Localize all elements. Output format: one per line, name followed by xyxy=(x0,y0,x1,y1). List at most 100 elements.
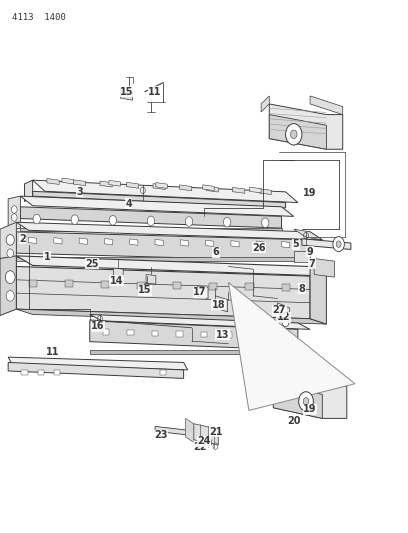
Polygon shape xyxy=(130,239,138,245)
Polygon shape xyxy=(104,238,113,245)
Polygon shape xyxy=(231,240,239,247)
Polygon shape xyxy=(109,180,120,186)
Bar xyxy=(176,331,183,336)
Bar xyxy=(274,334,281,339)
Text: 6: 6 xyxy=(213,247,220,257)
Circle shape xyxy=(109,215,117,225)
Bar xyxy=(250,333,256,338)
Polygon shape xyxy=(273,376,347,418)
Bar xyxy=(29,280,37,287)
Polygon shape xyxy=(261,96,269,112)
Polygon shape xyxy=(8,357,188,370)
Polygon shape xyxy=(16,256,326,276)
Bar xyxy=(127,330,134,335)
Text: 8: 8 xyxy=(299,284,305,294)
Text: 22: 22 xyxy=(193,442,207,451)
Text: 26: 26 xyxy=(252,243,266,253)
Circle shape xyxy=(303,398,309,405)
Polygon shape xyxy=(180,240,188,246)
Polygon shape xyxy=(90,314,310,329)
Polygon shape xyxy=(113,268,123,278)
Polygon shape xyxy=(310,266,326,324)
Polygon shape xyxy=(186,418,194,442)
Circle shape xyxy=(224,217,231,227)
Polygon shape xyxy=(0,222,16,272)
Polygon shape xyxy=(29,237,37,244)
Polygon shape xyxy=(33,180,298,203)
Circle shape xyxy=(147,216,155,226)
Polygon shape xyxy=(228,282,355,410)
Polygon shape xyxy=(206,186,218,192)
Polygon shape xyxy=(8,196,20,231)
Text: 15: 15 xyxy=(138,286,152,295)
Polygon shape xyxy=(62,178,73,184)
Circle shape xyxy=(71,215,78,224)
Circle shape xyxy=(33,214,40,224)
Text: 4113  1400: 4113 1400 xyxy=(12,13,66,22)
Polygon shape xyxy=(33,191,286,208)
Text: 27: 27 xyxy=(273,305,286,315)
Polygon shape xyxy=(155,426,192,435)
Bar xyxy=(173,282,181,289)
Polygon shape xyxy=(269,115,326,149)
Circle shape xyxy=(5,271,15,284)
Bar xyxy=(54,370,60,375)
Circle shape xyxy=(6,290,14,301)
Polygon shape xyxy=(282,241,290,248)
Polygon shape xyxy=(215,296,228,312)
Text: 3: 3 xyxy=(76,187,83,197)
Polygon shape xyxy=(16,257,310,261)
Polygon shape xyxy=(156,182,167,189)
Bar xyxy=(201,332,207,337)
Polygon shape xyxy=(302,239,351,249)
Polygon shape xyxy=(153,183,165,190)
Polygon shape xyxy=(273,384,322,418)
Text: 15: 15 xyxy=(120,87,133,96)
Polygon shape xyxy=(54,238,62,244)
Text: 17: 17 xyxy=(193,287,207,297)
Polygon shape xyxy=(198,286,208,298)
Text: 18: 18 xyxy=(211,300,225,310)
Polygon shape xyxy=(73,180,86,185)
Circle shape xyxy=(262,218,269,228)
Polygon shape xyxy=(250,187,261,193)
Text: 14: 14 xyxy=(109,276,123,286)
Circle shape xyxy=(333,237,344,252)
Polygon shape xyxy=(16,222,322,240)
Polygon shape xyxy=(203,185,214,191)
Polygon shape xyxy=(120,88,133,100)
Polygon shape xyxy=(16,266,310,319)
Text: 19: 19 xyxy=(303,405,317,414)
Text: 12: 12 xyxy=(277,312,290,322)
Circle shape xyxy=(11,214,17,221)
Text: 25: 25 xyxy=(85,259,99,269)
Bar xyxy=(101,281,109,288)
Polygon shape xyxy=(8,362,184,378)
Text: 13: 13 xyxy=(215,330,229,340)
Polygon shape xyxy=(100,181,112,187)
Polygon shape xyxy=(0,256,16,316)
Bar xyxy=(282,284,290,291)
Text: 11: 11 xyxy=(46,347,60,357)
Circle shape xyxy=(7,249,13,257)
Circle shape xyxy=(282,318,289,327)
Polygon shape xyxy=(24,180,33,201)
Text: 23: 23 xyxy=(154,431,168,440)
Circle shape xyxy=(290,130,297,139)
Text: 7: 7 xyxy=(309,259,315,269)
Bar xyxy=(137,281,145,288)
Polygon shape xyxy=(90,321,298,350)
Bar xyxy=(65,280,73,287)
Text: 4: 4 xyxy=(125,199,132,208)
Text: 11: 11 xyxy=(148,87,162,96)
Circle shape xyxy=(185,217,193,227)
Text: 9: 9 xyxy=(307,247,313,256)
Bar xyxy=(103,329,109,335)
Text: 20: 20 xyxy=(287,416,301,426)
Circle shape xyxy=(11,206,17,213)
Text: 21: 21 xyxy=(209,427,223,437)
Polygon shape xyxy=(20,196,294,216)
Circle shape xyxy=(6,235,14,245)
Polygon shape xyxy=(310,96,343,115)
Polygon shape xyxy=(256,241,264,247)
